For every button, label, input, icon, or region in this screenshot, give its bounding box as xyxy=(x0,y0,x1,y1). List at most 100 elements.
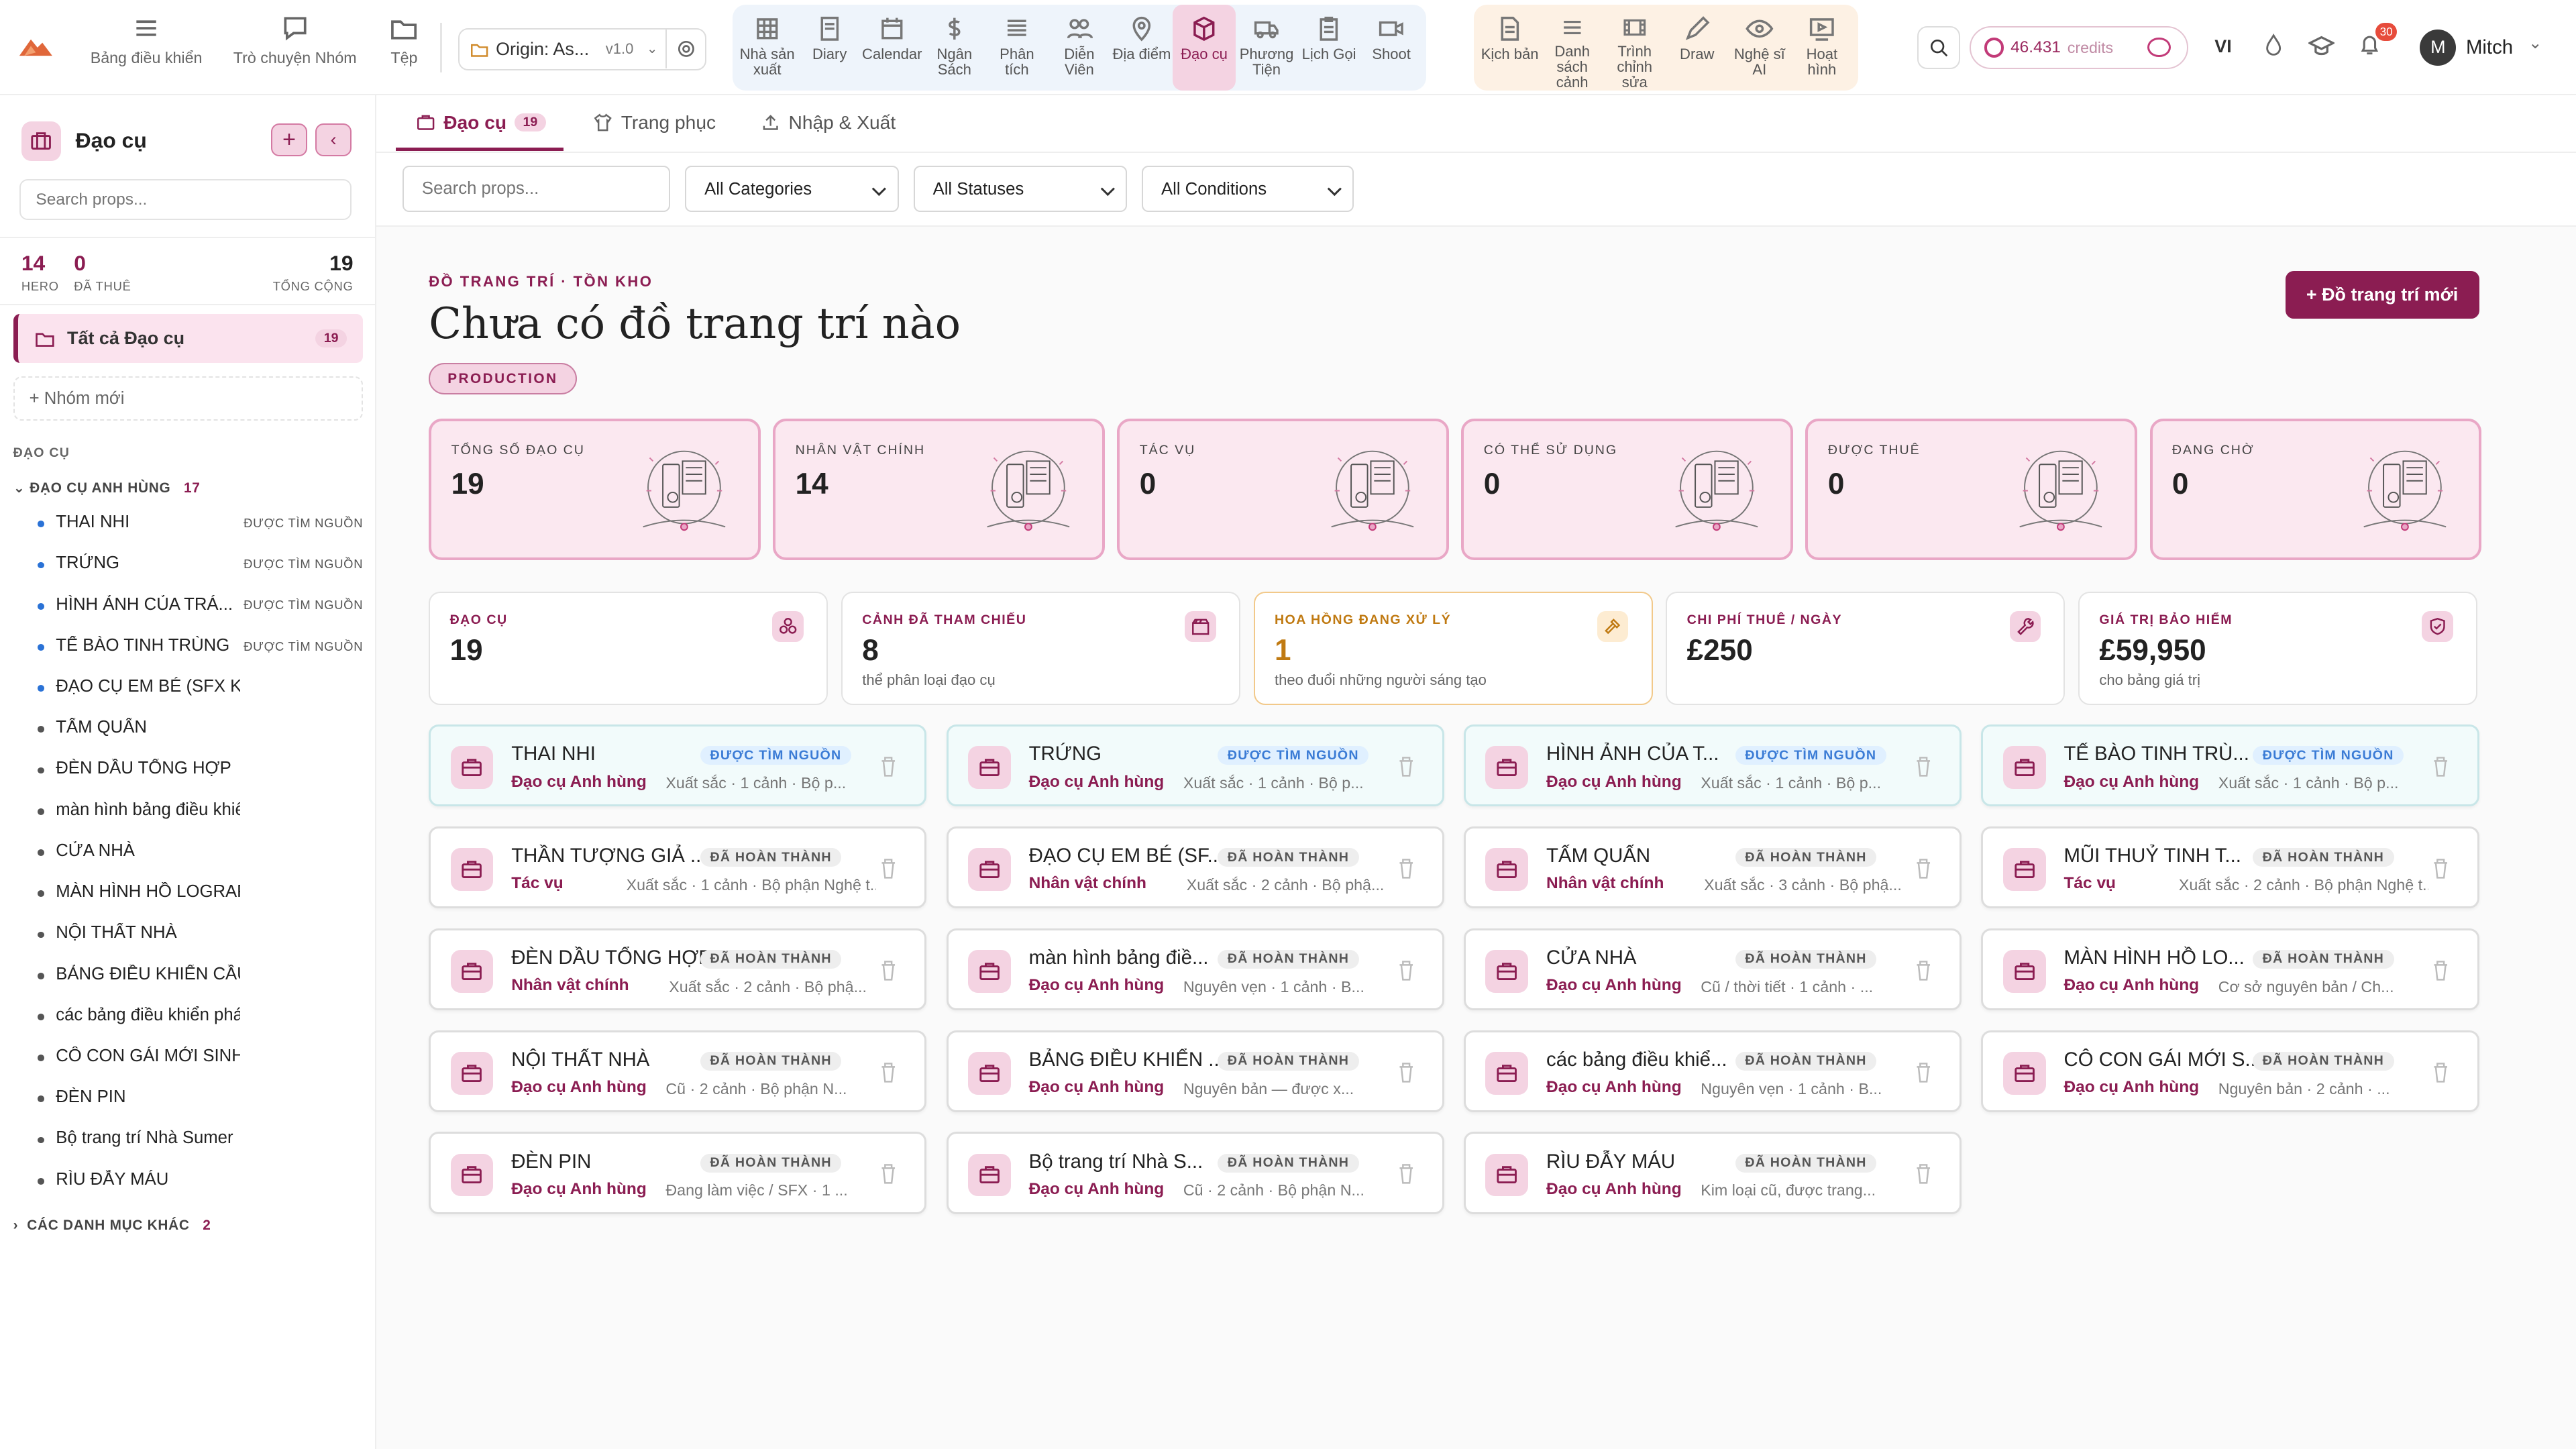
sidebar-prop-item[interactable]: MÀN HÌNH HỒ LOGRAPHIC xyxy=(38,882,363,908)
prop-card[interactable]: BẢNG ĐIỀU KHIỂN ... ĐÃ HOÀN THÀNH Đạo cụ A… xyxy=(946,1030,1444,1112)
tab-props[interactable]: Đạo cụ 19 xyxy=(416,112,546,133)
nav-group-chat[interactable]: Trò chuyện Nhóm xyxy=(233,13,357,68)
trash-icon[interactable] xyxy=(1915,1062,1931,1083)
sidebar-prop-item[interactable]: BẢNG ĐIỀU KHIỂN CẦU NỐI xyxy=(38,965,363,991)
trash-icon[interactable] xyxy=(1398,858,1414,879)
nav-clipboard[interactable]: Lịch Gọi xyxy=(1298,5,1360,90)
trash-icon[interactable] xyxy=(880,1163,896,1185)
metric-card[interactable]: CẢNH ĐÃ THAM CHIẾU 8 thể phân loại đạo cụ xyxy=(841,591,1240,705)
trash-icon[interactable] xyxy=(1915,756,1931,777)
trash-icon[interactable] xyxy=(1398,960,1414,981)
prop-card[interactable]: CÔ CON GÁI MỚI S... ĐÃ HOÀN THÀNH Đạo cụ A… xyxy=(1981,1030,2479,1112)
prop-card[interactable]: MŨI THUỶ TINH T... ĐÃ HOÀN THÀNH Tác vụ Xuấ… xyxy=(1981,826,2479,909)
chevron-down-icon[interactable]: ⌄ xyxy=(2528,34,2542,52)
project-selector[interactable]: Origin: As... v1.0 ⌄ xyxy=(458,28,707,71)
sidebar-prop-item[interactable]: CỬA NHÀ xyxy=(38,841,363,867)
add-prop-button[interactable]: + xyxy=(271,123,307,156)
trash-icon[interactable] xyxy=(2432,858,2449,879)
kpi-card[interactable]: TÁC VỤ 0 xyxy=(1117,419,1449,561)
sidebar-search-input[interactable] xyxy=(19,178,352,221)
metric-card[interactable]: GIÁ TRỊ BẢO HIỂM £59,950 cho bảng giá trị xyxy=(2078,591,2478,705)
trash-icon[interactable] xyxy=(880,756,896,777)
metric-card[interactable]: HOA HỒNG ĐANG XỬ LÝ 1 theo đuổi những ngườ… xyxy=(1253,591,1653,705)
global-search-button[interactable] xyxy=(1917,26,1960,69)
sidebar-prop-item[interactable]: CÔ CON GÁI MỚI SINH xyxy=(38,1046,363,1073)
prop-card[interactable]: TRỨNG ĐƯỢC TÌM NGUỒN Đạo cụ Anh hùng Xuất s… xyxy=(946,724,1444,807)
prop-card[interactable]: RÌU ĐẪY MÁU ĐÃ HOÀN THÀNH Đạo cụ Anh hùng K… xyxy=(1464,1132,1962,1214)
new-group-button[interactable]: + Nhóm mới xyxy=(13,376,364,421)
nav-film[interactable]: Trình chỉnh sửa xyxy=(1603,5,1666,90)
kpi-card[interactable]: ĐANG CHỜ 0 xyxy=(2149,419,2482,561)
sidebar-item-all-props[interactable]: Tất cả Đạo cụ 19 xyxy=(13,313,364,364)
prop-card[interactable]: ĐÈN PIN ĐÃ HOÀN THÀNH Đạo cụ Anh hùng Đang … xyxy=(429,1132,927,1214)
nav-truck[interactable]: Phương Tiện xyxy=(1236,5,1298,90)
collapse-sidebar-button[interactable]: ‹ xyxy=(315,123,352,156)
prop-card[interactable]: màn hình bảng điề... ĐÃ HOÀN THÀNH Đạo cụ … xyxy=(946,928,1444,1011)
credits-pill[interactable]: 46.431 credits xyxy=(1970,26,2189,69)
sidebar-prop-item[interactable]: TẤM QUẤN xyxy=(38,718,363,744)
nav-grid[interactable]: Nhà sản xuất xyxy=(736,5,798,90)
language-switch[interactable]: VI xyxy=(2214,36,2232,56)
prop-card[interactable]: CỬA NHÀ ĐÃ HOÀN THÀNH Đạo cụ Anh hùng Cũ / … xyxy=(1464,928,1962,1011)
trash-icon[interactable] xyxy=(880,960,896,981)
nav-pen[interactable]: Draw xyxy=(1666,5,1728,90)
sidebar-group-other[interactable]: › CÁC DANH MỤC KHÁC 2 xyxy=(13,1218,211,1234)
trash-icon[interactable] xyxy=(1398,1163,1414,1185)
app-logo-icon[interactable] xyxy=(16,30,56,62)
prop-card[interactable]: Bộ trang trí Nhà S... ĐÃ HOÀN THÀNH Đạo cụ… xyxy=(946,1132,1444,1214)
nav-stack[interactable]: Phân tích xyxy=(985,5,1048,90)
new-set-dressing-button[interactable]: + Đồ trang trí mới xyxy=(2285,271,2479,319)
sidebar-prop-item[interactable]: HÌNH ẢNH CỦA TRÁ... ĐƯỢC TÌM NGUỒN xyxy=(38,595,363,621)
kpi-card[interactable]: CÓ THỂ SỬ DỤNG 0 xyxy=(1461,419,1794,561)
prop-card[interactable]: TẾ BÀO TINH TRÙ... ĐƯỢC TÌM NGUỒN Đạo cụ A… xyxy=(1981,724,2479,807)
sidebar-prop-item[interactable]: màn hình bảng điều khiển xyxy=(38,800,363,826)
nav-box[interactable]: Đạo cụ xyxy=(1173,5,1236,91)
prop-card[interactable]: THẦN TƯỢNG GIẢ ... ĐÃ HOÀN THÀNH Tác vụ Xuấ… xyxy=(429,826,927,909)
kpi-card[interactable]: TỔNG SỐ ĐẠO CỤ 19 xyxy=(429,419,761,561)
trash-icon[interactable] xyxy=(1915,1163,1931,1185)
sidebar-prop-item[interactable]: Bộ trang trí Nhà Sumer xyxy=(38,1128,363,1155)
sidebar-prop-item[interactable]: ĐÈN PIN xyxy=(38,1087,363,1114)
prop-card[interactable]: MÀN HÌNH HỒ LO... ĐÃ HOÀN THÀNH Đạo cụ Anh… xyxy=(1981,928,2479,1011)
avatar[interactable]: M xyxy=(2420,30,2457,66)
trash-icon[interactable] xyxy=(2432,960,2449,981)
prop-card[interactable]: TẤM QUẤN ĐÃ HOÀN THÀNH Nhân vật chính Xuất … xyxy=(1464,826,1962,909)
props-search-input[interactable] xyxy=(402,166,671,212)
status-select[interactable]: All Statuses xyxy=(913,166,1127,212)
sidebar-prop-item[interactable]: các bảng điều khiển phát sáng xyxy=(38,1006,363,1032)
trash-icon[interactable] xyxy=(1915,858,1931,879)
graduation-cap-icon[interactable] xyxy=(2308,33,2335,59)
sidebar-prop-item[interactable]: NỘI THẤT NHÀ xyxy=(38,923,363,949)
tab-costumes[interactable]: Trang phục xyxy=(593,112,716,133)
sidebar-prop-item[interactable]: ĐÈN DẦU TỔNG HỢP xyxy=(38,759,363,785)
sidebar-prop-item[interactable]: THAI NHI ĐƯỢC TÌM NGUỒN xyxy=(38,513,363,539)
metric-card[interactable]: CHI PHÍ THUÊ / NGÀY £250 xyxy=(1666,591,2065,705)
prop-card[interactable]: ĐÈN DẦU TỔNG HỢP ĐÃ HOÀN THÀNH Nhân vật ch… xyxy=(429,928,927,1011)
user-name[interactable]: Mitch xyxy=(2465,36,2514,58)
trash-icon[interactable] xyxy=(880,1062,896,1083)
sidebar-group-hero-props[interactable]: ⌄ ĐẠO CỤ ANH HÙNG 17 xyxy=(13,480,201,496)
kpi-card[interactable]: ĐƯỢC THUÊ 0 xyxy=(1805,419,2138,561)
trash-icon[interactable] xyxy=(1398,756,1414,777)
nav-book[interactable]: Diary xyxy=(798,5,861,90)
nav-eye[interactable]: Nghệ sĩ AI xyxy=(1728,5,1790,90)
nav-dollar[interactable]: Ngân Sách xyxy=(923,5,985,90)
nav-camera[interactable]: Shoot xyxy=(1360,5,1423,90)
condition-select[interactable]: All Conditions xyxy=(1142,166,1354,212)
sidebar-prop-item[interactable]: ĐẠO CỤ EM BÉ (SFX KÉP) xyxy=(38,677,363,703)
metric-card[interactable]: ĐẠO CỤ 19 xyxy=(429,591,828,705)
sidebar-prop-item[interactable]: RÌU ĐẪY MÁU xyxy=(38,1170,363,1196)
sidebar-prop-item[interactable]: TẾ BÀO TINH TRÙNG ĐƯỢC TÌM NGUỒN xyxy=(38,636,363,662)
tab-import-export[interactable]: Nhập & Xuất xyxy=(761,112,896,133)
nav-dashboard[interactable]: Bảng điều khiển xyxy=(91,13,202,68)
prop-card[interactable]: ĐẠO CỤ EM BÉ (SF... ĐÃ HOÀN THÀNH Nhân vật… xyxy=(946,826,1444,909)
prop-card[interactable]: HÌNH ẢNH CỦA T... ĐƯỢC TÌM NGUỒN Đạo cụ An… xyxy=(1464,724,1962,807)
trash-icon[interactable] xyxy=(880,858,896,879)
prop-card[interactable]: THAI NHI ĐƯỢC TÌM NGUỒN Đạo cụ Anh hùng Xuấ… xyxy=(429,724,927,807)
nav-calendar[interactable]: Calendar xyxy=(861,5,923,90)
kpi-card[interactable]: NHÂN VẬT CHÍNH 14 xyxy=(773,419,1105,561)
bell-icon[interactable] xyxy=(2357,33,2382,58)
nav-files[interactable]: Tệp xyxy=(389,13,419,68)
trash-icon[interactable] xyxy=(2432,756,2449,777)
prop-card[interactable]: các bảng điều khiể... ĐÃ HOÀN THÀNH Đạo cụ… xyxy=(1464,1030,1962,1112)
